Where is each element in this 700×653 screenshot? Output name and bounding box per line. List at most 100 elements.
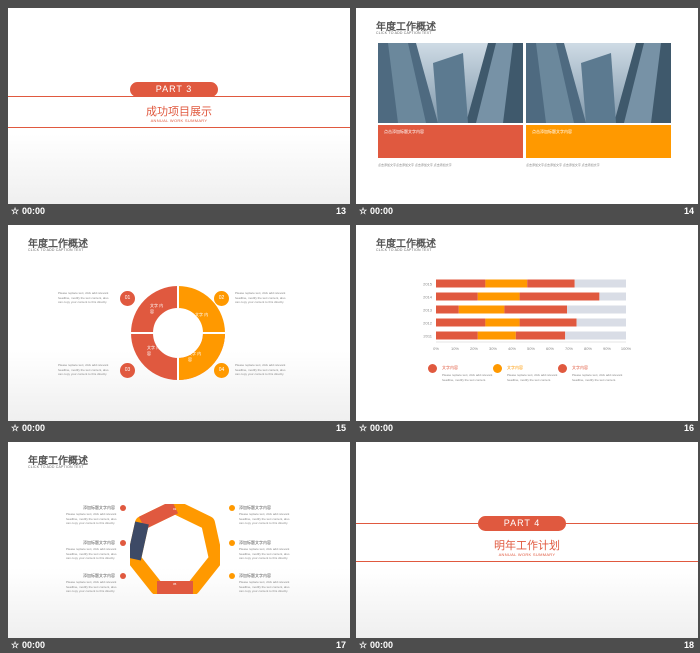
segment-label: 文字 内容 <box>147 345 161 356</box>
star-icon[interactable]: ☆ <box>359 206 368 216</box>
legend-text: Please replace text, click add relevant … <box>572 373 623 382</box>
slide-subtitle: CLICK TO ADD CAPTION TEXT <box>28 248 84 252</box>
bar-segment <box>458 305 505 314</box>
x-tick-label: 40% <box>508 346 516 351</box>
caption-text-2: 点击添加文字点击添加文字 点击添加文字 点击添加文字 <box>526 163 600 167</box>
caption-box-2: 点击添加标题文字内容 <box>526 125 671 158</box>
slide-number: 16 <box>683 423 694 433</box>
list-item-text: Please replace text, click add relevant … <box>66 580 117 593</box>
list-item-title: 添加标题文字内容 <box>239 505 271 510</box>
background-gradient <box>356 568 698 638</box>
list-item-text: Please replace text, click add relevant … <box>239 580 290 593</box>
slide-13-canvas: PART 3 成功项目展示 ANNUAL WORK SUMMARY <box>8 8 350 204</box>
bar-segment <box>576 318 626 327</box>
x-tick-label: 60% <box>546 346 554 351</box>
slide-number: 13 <box>335 206 346 216</box>
star-icon[interactable]: ☆ <box>11 423 20 433</box>
step-badge: 03 <box>120 363 135 378</box>
star-icon[interactable]: ☆ <box>11 206 20 216</box>
slide-title: 年度工作概述 <box>376 239 436 250</box>
x-tick-label: 100% <box>621 346 632 351</box>
x-tick-label: 30% <box>489 346 497 351</box>
star-icon[interactable]: ☆ <box>359 423 368 433</box>
bar-segment <box>436 305 459 314</box>
section-title: 成功项目展示 <box>146 106 212 118</box>
bar-segment <box>574 279 626 288</box>
slide-thumbnail-16[interactable]: 年度工作概述 CLICK TO ADD CAPTION TEXT 2011 201… <box>356 225 698 436</box>
slide-subtitle: CLICK TO ADD CAPTION TEXT <box>28 465 84 469</box>
y-tick-label: 2015 <box>423 282 433 287</box>
bar-segment <box>436 279 486 288</box>
part-pill: PART 3 <box>130 82 218 97</box>
x-tick-label: 90% <box>603 346 611 351</box>
step-text: Please replace text, click add relevant … <box>235 363 286 376</box>
slide-title: 年度工作概述 <box>28 456 88 467</box>
slide-16-canvas: 年度工作概述 CLICK TO ADD CAPTION TEXT 2011 201… <box>356 225 698 421</box>
step-text: Please replace text, click add relevant … <box>58 363 109 376</box>
list-item-title: 添加标题文字内容 <box>83 573 115 578</box>
slide-number: 14 <box>683 206 694 216</box>
slide-footer: ☆ 00:00 13 <box>8 204 350 219</box>
list-item-title: 添加标题文字内容 <box>239 540 271 545</box>
y-tick-label: 2014 <box>423 295 433 300</box>
list-item-text: Please replace text, click add relevant … <box>239 547 290 560</box>
section-title: 明年工作计划 <box>494 540 560 552</box>
list-item-text: Please replace text, click add relevant … <box>239 512 290 525</box>
legend-dot <box>558 364 567 373</box>
bar-segment <box>519 318 577 327</box>
legend-label: 文字内容 <box>507 365 523 370</box>
slide-14-canvas: 年度工作概述 CLICK TO ADD CAPTION TEXT 点击添加标题文… <box>356 8 698 204</box>
bar-segment <box>504 305 568 314</box>
legend-text: Please replace text, click add relevant … <box>442 373 493 382</box>
step-badge: 02 <box>214 291 229 306</box>
section-subtitle: ANNUAL WORK SUMMARY <box>150 118 208 123</box>
step-badge: 04 <box>214 363 229 378</box>
slide-thumbnail-13[interactable]: PART 3 成功项目展示 ANNUAL WORK SUMMARY ☆ 00:0… <box>8 8 350 219</box>
legend-dot <box>493 364 502 373</box>
x-tick-label: 70% <box>565 346 573 351</box>
slide-footer: ☆ 00:00 16 <box>356 421 698 436</box>
list-dot <box>229 505 235 511</box>
bar-segment <box>527 279 575 288</box>
bar-segment <box>519 292 600 301</box>
step-number: 05 <box>173 582 177 586</box>
legend-dot <box>428 364 437 373</box>
slide-title: 年度工作概述 <box>376 22 436 33</box>
slide-subtitle: CLICK TO ADD CAPTION TEXT <box>376 248 432 252</box>
slide-timing: 00:00 <box>22 640 46 650</box>
slide-thumbnail-14[interactable]: 年度工作概述 CLICK TO ADD CAPTION TEXT 点击添加标题文… <box>356 8 698 219</box>
star-icon[interactable]: ☆ <box>359 640 368 650</box>
step-text: Please replace text, click add relevant … <box>235 291 286 304</box>
slide-thumbnail-15[interactable]: 年度工作概述 CLICK TO ADD CAPTION TEXT 文字 内容 文… <box>8 225 350 436</box>
slide-thumbnail-17[interactable]: 年度工作概述 CLICK TO ADD CAPTION TEXT 07 01 0… <box>8 442 350 653</box>
slide-footer: ☆ 00:00 14 <box>356 204 698 219</box>
bar-segment <box>477 331 516 340</box>
bar-segment <box>436 292 478 301</box>
bar-segment <box>599 292 626 301</box>
segment-label: 文字 内容 <box>150 303 164 314</box>
segment-label: 文字 内容 <box>195 312 209 323</box>
legend-label: 文字内容 <box>572 365 588 370</box>
heptagon-diagram <box>130 504 220 594</box>
list-dot <box>120 505 126 511</box>
slide-timing: 00:00 <box>22 423 46 433</box>
slide-footer: ☆ 00:00 15 <box>8 421 350 436</box>
caption-box-title: 点击添加标题文字内容 <box>532 129 572 134</box>
slide-subtitle: CLICK TO ADD CAPTION TEXT <box>376 31 432 35</box>
list-dot <box>120 540 126 546</box>
segment-label: 文字 内容 <box>188 351 202 362</box>
slide-number: 18 <box>683 640 694 650</box>
divider-line <box>8 127 350 128</box>
star-icon[interactable]: ☆ <box>11 640 20 650</box>
slide-title: 年度工作概述 <box>28 239 88 250</box>
slide-thumbnail-18[interactable]: PART 4 明年工作计划 ANNUAL WORK SUMMARY ☆ 00:0… <box>356 442 698 653</box>
bar-segment <box>515 331 566 340</box>
building-photo-2 <box>526 43 671 123</box>
slide-15-canvas: 年度工作概述 CLICK TO ADD CAPTION TEXT 文字 内容 文… <box>8 225 350 421</box>
bar-segment <box>477 292 520 301</box>
slide-timing: 00:00 <box>370 206 394 216</box>
y-tick-label: 2013 <box>423 308 433 313</box>
step-number: 07 <box>147 537 151 541</box>
list-dot <box>229 573 235 579</box>
list-item-text: Please replace text, click add relevant … <box>66 547 117 560</box>
